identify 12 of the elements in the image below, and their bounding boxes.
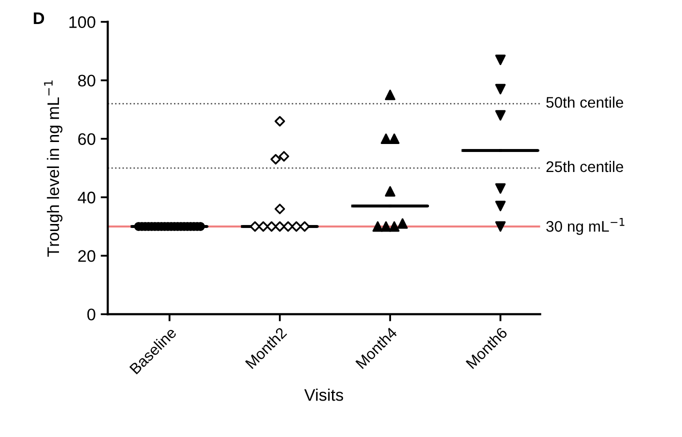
ref-line-label: 25th centile <box>546 160 624 172</box>
y-tick-label: 0 <box>87 308 96 320</box>
y-tick-label: 20 <box>78 250 96 262</box>
y-tick-label: 40 <box>78 192 96 204</box>
y-tick-label: 80 <box>78 74 96 87</box>
y-tick-label: 60 <box>78 133 96 145</box>
chart-title: D <box>34 12 44 24</box>
ref-line-label: 50th centile <box>546 96 624 108</box>
y-tick-label: 100 <box>69 16 96 28</box>
y-axis-title: Trough level in ng mL$^{−1}$ <box>44 80 62 257</box>
x-axis-title: Visits <box>304 388 344 401</box>
ref-line-label: 30 ng mL$^{−1}$ <box>546 218 624 235</box>
